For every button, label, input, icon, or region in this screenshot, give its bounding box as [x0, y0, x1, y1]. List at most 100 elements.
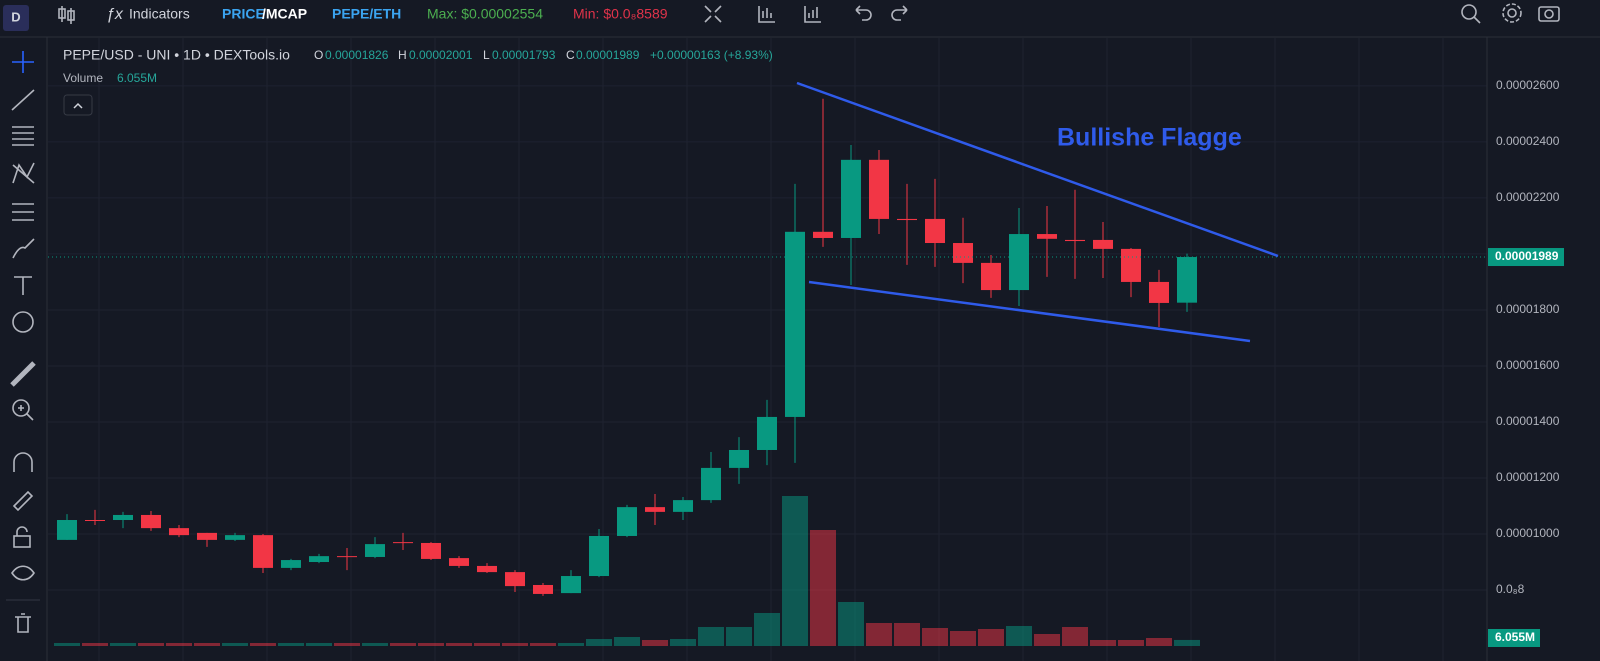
candle-body — [281, 560, 301, 568]
trash-tool[interactable] — [15, 613, 31, 633]
candle-body — [477, 565, 497, 573]
volume-bar — [82, 643, 108, 646]
candle-body — [1065, 239, 1085, 242]
mcap-toggle[interactable]: /MCAP — [262, 6, 307, 22]
volume-bar — [222, 643, 248, 646]
candle-body — [729, 449, 749, 468]
candle-body — [561, 576, 581, 594]
candle-body — [253, 535, 273, 568]
candle-body — [673, 500, 693, 512]
volume-badge — [1488, 629, 1540, 647]
ruler-tool[interactable] — [10, 361, 36, 387]
volume-bar — [1174, 639, 1200, 646]
candle-body — [57, 520, 77, 540]
search-icon[interactable] — [1461, 4, 1481, 24]
redo-icon[interactable] — [891, 5, 908, 21]
candle-body — [813, 231, 833, 238]
volume-bar — [334, 643, 360, 646]
candle-body — [309, 556, 329, 563]
close-label: C — [566, 48, 575, 62]
pair-toggle[interactable]: PEPE/ETH — [332, 6, 401, 22]
collapse-arrow — [73, 102, 83, 109]
lock-tool[interactable] — [13, 526, 31, 548]
annotation: Bullishe Flagge — [1057, 124, 1242, 152]
logo-button[interactable] — [3, 5, 29, 31]
volume-bar — [614, 637, 640, 646]
brush-tool[interactable] — [12, 238, 35, 259]
y-tick-label: 0.0₈8 — [1496, 582, 1525, 596]
price-toggle[interactable]: PRICE — [222, 6, 265, 22]
candle-body — [757, 416, 777, 450]
logo: D — [11, 9, 20, 24]
y-tick-label: 0.00002600 — [1496, 78, 1560, 92]
candle-body — [701, 467, 721, 501]
candle-body — [617, 507, 637, 536]
volume-value: 6.055M — [117, 71, 157, 85]
forecast-tool[interactable] — [12, 203, 34, 221]
candle-body — [897, 218, 917, 221]
volume-bar — [642, 640, 668, 646]
fib-tool[interactable] — [12, 126, 34, 146]
emoji-tool[interactable] — [12, 311, 34, 333]
high-label: H — [398, 48, 407, 62]
candle-body — [393, 542, 413, 544]
lock-draw-tool[interactable] — [12, 490, 34, 512]
plot — [48, 38, 1487, 661]
volume-bar — [670, 639, 696, 646]
y-tick-label: 0.00001800 — [1496, 302, 1560, 316]
volume-bar — [922, 628, 948, 646]
candle-body — [1009, 234, 1029, 291]
trend-line-upper — [796, 81, 1279, 258]
candle-icon[interactable] — [58, 6, 75, 24]
volume-bar — [530, 643, 556, 646]
candle-body — [533, 584, 553, 594]
volume-bar — [390, 643, 416, 646]
volume-badge-label: 6.055M — [1495, 630, 1535, 644]
volume-bar — [726, 627, 752, 646]
change-value: +0.00000163 (+8.93%) — [650, 48, 773, 62]
volume-bar — [446, 643, 472, 646]
bars-icon[interactable] — [758, 6, 775, 23]
volume-bar — [362, 643, 388, 646]
candle-body — [869, 159, 889, 219]
crosshair-tool[interactable] — [12, 51, 34, 73]
volume-label: Volume — [63, 71, 103, 85]
camera-icon[interactable] — [1538, 6, 1560, 22]
settings-icon[interactable] — [1502, 3, 1522, 23]
volume-bar — [838, 602, 864, 646]
text-tool[interactable] — [14, 276, 32, 295]
candle-body — [225, 535, 245, 540]
volume-bar — [1006, 626, 1032, 646]
close-value: 0.00001989 — [576, 48, 640, 62]
volume-bar — [1090, 640, 1116, 646]
volume-bar — [54, 643, 80, 646]
volume-bar — [1118, 640, 1144, 646]
candle-body — [645, 507, 665, 512]
volume-bar — [586, 639, 612, 646]
y-tick-label: 0.00001400 — [1496, 414, 1560, 428]
volume-bar — [138, 643, 164, 646]
candle-body — [1149, 281, 1169, 303]
volume-bar — [418, 643, 444, 646]
volume-bar — [782, 496, 808, 646]
line-tool[interactable] — [11, 89, 35, 111]
visibility-tool[interactable] — [11, 565, 35, 581]
y-tick-label: 0.00002200 — [1496, 190, 1560, 204]
pattern-tool[interactable] — [12, 162, 35, 184]
y-tick-label: 0.00001200 — [1496, 470, 1560, 484]
chart-icon[interactable] — [804, 6, 821, 23]
undo-icon[interactable] — [855, 5, 872, 21]
y-tick-label: 0.00001600 — [1496, 358, 1560, 372]
volume-bar — [474, 643, 500, 646]
indicators-button[interactable]: Indicators — [129, 6, 190, 22]
zoom-tool[interactable] — [12, 399, 34, 421]
volume-bar — [250, 643, 276, 646]
volume-bar — [1062, 627, 1088, 646]
y-tick-label: 0.00001000 — [1496, 526, 1560, 540]
volume-bar — [194, 643, 220, 646]
candle-body — [505, 572, 525, 587]
fullscreen-icon[interactable] — [704, 5, 722, 23]
left-toolbar — [6, 51, 40, 633]
magnet-tool[interactable] — [13, 452, 33, 472]
open-label: O — [314, 48, 323, 62]
